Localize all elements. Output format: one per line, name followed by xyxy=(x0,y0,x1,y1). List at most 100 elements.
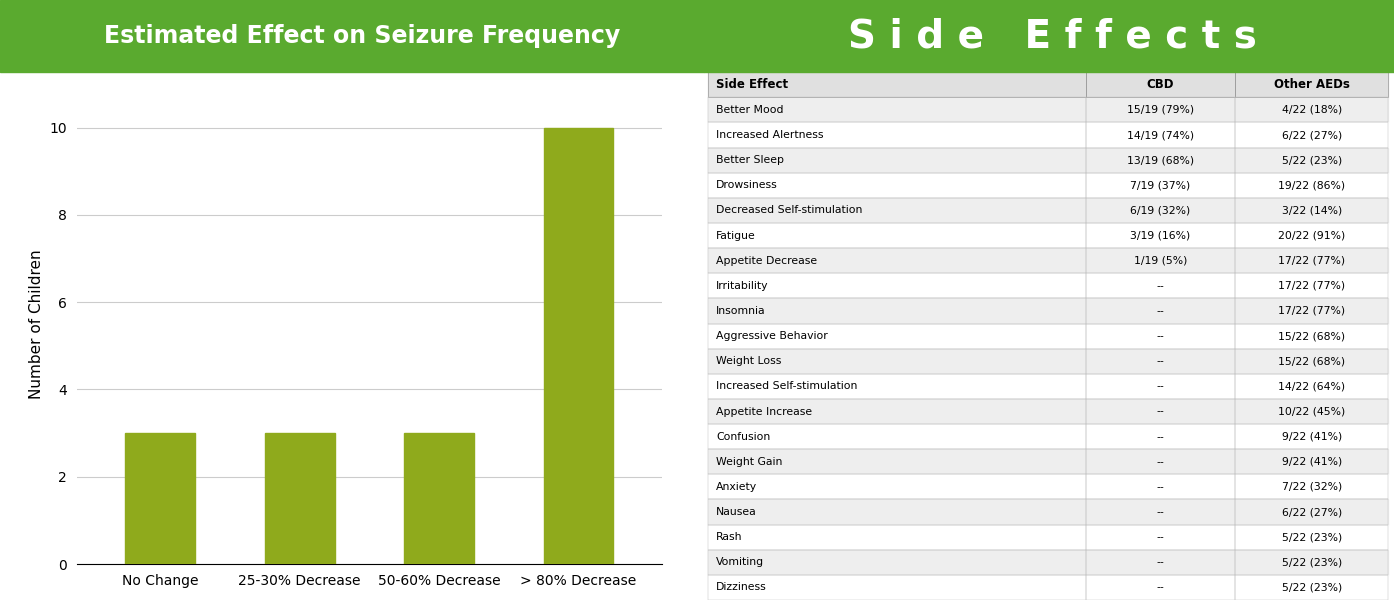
Bar xyxy=(708,374,1086,399)
Bar xyxy=(708,173,1086,198)
Bar xyxy=(708,524,1086,550)
Bar xyxy=(1086,173,1235,198)
Text: 14/19 (74%): 14/19 (74%) xyxy=(1126,130,1195,140)
Text: Weight Loss: Weight Loss xyxy=(717,356,782,366)
Text: Anxiety: Anxiety xyxy=(717,482,757,492)
Bar xyxy=(1235,298,1388,323)
Bar xyxy=(1086,173,1235,198)
Text: --: -- xyxy=(1157,482,1164,492)
Text: 1/19 (5%): 1/19 (5%) xyxy=(1133,256,1188,266)
Bar xyxy=(1235,524,1388,550)
Text: 15/19 (79%): 15/19 (79%) xyxy=(1126,105,1195,115)
Bar xyxy=(265,433,335,564)
Bar xyxy=(1235,248,1388,273)
Bar xyxy=(708,248,1086,273)
Bar xyxy=(708,122,1086,148)
Text: Nausea: Nausea xyxy=(717,507,757,517)
Text: --: -- xyxy=(1157,457,1164,467)
Bar xyxy=(1086,374,1235,399)
Bar xyxy=(1086,122,1235,148)
Bar xyxy=(1235,499,1388,524)
Text: 14/22 (64%): 14/22 (64%) xyxy=(1278,382,1345,391)
Bar xyxy=(708,550,1086,575)
Text: --: -- xyxy=(1157,431,1164,442)
Bar xyxy=(1086,323,1235,349)
Text: Vomiting: Vomiting xyxy=(717,557,764,568)
Text: 3/19 (16%): 3/19 (16%) xyxy=(1131,230,1190,241)
Text: 9/22 (41%): 9/22 (41%) xyxy=(1281,457,1342,467)
Bar xyxy=(1086,475,1235,499)
Bar xyxy=(708,449,1086,475)
Bar xyxy=(708,575,1086,600)
Bar xyxy=(708,97,1086,122)
Bar xyxy=(708,323,1086,349)
Text: --: -- xyxy=(1157,557,1164,568)
Text: 9/22 (41%): 9/22 (41%) xyxy=(1281,431,1342,442)
Bar xyxy=(1235,72,1388,97)
Bar xyxy=(708,550,1086,575)
Bar xyxy=(1086,499,1235,524)
Text: 5/22 (23%): 5/22 (23%) xyxy=(1281,532,1342,542)
Bar xyxy=(708,72,1086,97)
Text: Appetite Decrease: Appetite Decrease xyxy=(717,256,817,266)
Bar xyxy=(1086,349,1235,374)
Bar xyxy=(1235,198,1388,223)
Text: 3/22 (14%): 3/22 (14%) xyxy=(1281,205,1342,215)
Bar xyxy=(1086,323,1235,349)
Bar xyxy=(708,349,1086,374)
Bar xyxy=(1235,349,1388,374)
Bar xyxy=(1086,399,1235,424)
Bar xyxy=(1086,575,1235,600)
Bar xyxy=(708,97,1086,122)
Text: 17/22 (77%): 17/22 (77%) xyxy=(1278,256,1345,266)
Bar xyxy=(708,198,1086,223)
Bar xyxy=(708,424,1086,449)
Bar xyxy=(1235,550,1388,575)
Bar xyxy=(1086,248,1235,273)
Bar xyxy=(404,433,474,564)
Text: --: -- xyxy=(1157,331,1164,341)
Bar xyxy=(1235,550,1388,575)
Bar xyxy=(1235,349,1388,374)
Text: --: -- xyxy=(1157,306,1164,316)
Bar xyxy=(708,323,1086,349)
Bar xyxy=(1235,223,1388,248)
Text: 13/19 (68%): 13/19 (68%) xyxy=(1126,155,1195,165)
Text: Estimated Effect on Seizure Frequency: Estimated Effect on Seizure Frequency xyxy=(105,24,620,48)
Bar xyxy=(1086,550,1235,575)
Bar xyxy=(1235,173,1388,198)
Text: --: -- xyxy=(1157,382,1164,391)
Bar xyxy=(1235,399,1388,424)
Bar xyxy=(1086,499,1235,524)
Text: 5/22 (23%): 5/22 (23%) xyxy=(1281,155,1342,165)
Text: Other AEDs: Other AEDs xyxy=(1274,78,1349,91)
Bar xyxy=(1235,122,1388,148)
Bar xyxy=(1235,72,1388,97)
Text: Increased Alertness: Increased Alertness xyxy=(717,130,824,140)
Bar xyxy=(708,399,1086,424)
Bar xyxy=(1086,248,1235,273)
Bar xyxy=(1235,399,1388,424)
Text: --: -- xyxy=(1157,507,1164,517)
Bar xyxy=(1086,223,1235,248)
Bar xyxy=(1235,148,1388,173)
Bar xyxy=(1235,449,1388,475)
Text: Irritability: Irritability xyxy=(717,281,769,291)
Bar xyxy=(1086,399,1235,424)
Bar xyxy=(708,399,1086,424)
Bar xyxy=(1235,424,1388,449)
Bar xyxy=(1235,499,1388,524)
Text: Aggressive Behavior: Aggressive Behavior xyxy=(717,331,828,341)
Text: --: -- xyxy=(1157,407,1164,416)
Bar xyxy=(708,72,1086,97)
Bar xyxy=(708,273,1086,298)
Text: 6/22 (27%): 6/22 (27%) xyxy=(1281,507,1342,517)
Text: 10/22 (45%): 10/22 (45%) xyxy=(1278,407,1345,416)
Bar xyxy=(544,128,613,564)
Bar xyxy=(1086,575,1235,600)
Text: 15/22 (68%): 15/22 (68%) xyxy=(1278,356,1345,366)
Text: 5/22 (23%): 5/22 (23%) xyxy=(1281,557,1342,568)
Text: Decreased Self-stimulation: Decreased Self-stimulation xyxy=(717,205,863,215)
Bar xyxy=(1235,424,1388,449)
Text: Better Sleep: Better Sleep xyxy=(717,155,785,165)
